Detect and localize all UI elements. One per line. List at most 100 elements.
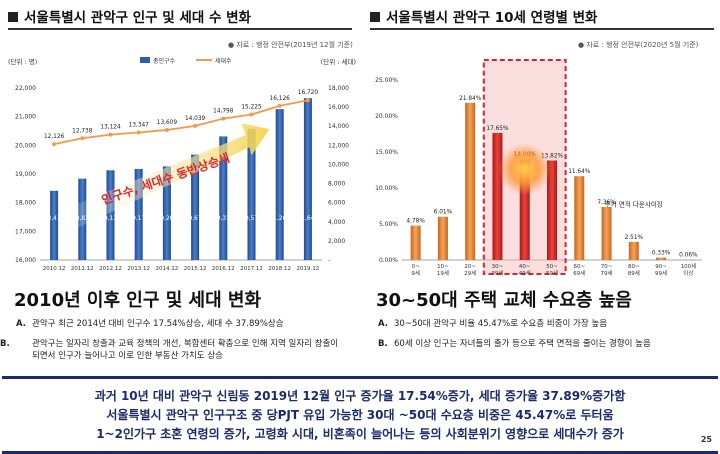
right-title-text: 서울특별시 관악구 10세 연령별 변화 <box>386 10 597 26</box>
right-xtick: 50~ <box>546 264 558 270</box>
left-source-text: 자료 : 행정 안전부(2019년 12월 기준) <box>236 41 353 49</box>
age-bar <box>411 226 421 260</box>
summary-line-2: 서울특별시 관악구 인구구조 중 당PJT 유입 가능한 30대 ~50대 수요… <box>2 406 718 425</box>
right-point-a-bullet: A. <box>378 318 394 330</box>
right-xtick: 100세 <box>681 262 697 270</box>
household-line <box>54 100 308 144</box>
household-label: 14,798 <box>213 109 234 115</box>
population-label: 19,130 <box>100 216 121 222</box>
summary-line-3: 1~2인가구 초혼 연령의 증가, 고령화 시대, 비혼족이 늘어나는 등의 사… <box>2 425 718 444</box>
age-label: 4.78% <box>406 219 425 225</box>
summary-line-1: 과거 10년 대비 관악구 신림동 2019년 12월 인구 증가율 17.54… <box>2 387 718 406</box>
right-ytick: 5.00% <box>379 221 398 228</box>
left-ylabel-left: (단위 : 명) <box>8 57 37 66</box>
left-title-text: 서울특별시 관악구 인구 및 세대 수 변화 <box>24 10 251 26</box>
left-ytick-left: 18,000 <box>15 200 36 207</box>
right-xtick: 80~ <box>628 264 640 270</box>
age-label: 17.65% <box>486 126 509 132</box>
age-label: 2.51% <box>625 235 644 241</box>
age-distribution-chart: 0.00% 5.00% 10.00% 15.00% 20.00% 25.00% 4.78% 0… <box>362 54 720 276</box>
left-ytick-left: 16,000 <box>15 257 36 264</box>
age-label: 6.01% <box>434 210 453 216</box>
right-xtick: 이상 <box>683 269 693 276</box>
population-label: 19,265 <box>157 216 178 222</box>
right-xtick: 70~ <box>601 264 613 270</box>
right-point-a-text: 30~50대 관악구 비율 45.47%로 수요층 비중이 가장 높음 <box>394 319 607 329</box>
left-point-a-text: 관악구 최근 2014년 대비 인구수 17.54%상승, 세대 수 37.89… <box>32 319 284 329</box>
left-xtick: 2018.12 <box>268 266 291 272</box>
age-bar <box>438 217 448 260</box>
left-xtick: 2019.12 <box>297 266 320 272</box>
left-ytick-right: 2,000 <box>328 238 345 245</box>
population-bar <box>276 109 284 260</box>
left-ytick-right: 18,000 <box>328 85 349 92</box>
legend-household-label: 세대수 <box>215 57 232 65</box>
right-source: ● 자료 : 행정 안전부(2020년 5월 기준) <box>578 40 698 50</box>
right-subhead: 30~50대 주택 교체 수요층 높음 <box>376 286 632 312</box>
summary-box: 과거 10년 대비 관악구 신림동 2019년 12월 인구 증가율 17.54… <box>2 376 718 454</box>
left-ytick-left: 22,000 <box>15 85 36 92</box>
population-label: 19,177 <box>129 216 150 222</box>
age-bar <box>492 133 502 260</box>
age-bar <box>602 207 612 260</box>
right-point-b: B.60세 이상 인구는 자녀들의 출가 등으로 주택 면적을 줄이는 경향이 … <box>378 338 714 350</box>
household-label: 13,124 <box>100 125 121 131</box>
right-ytick: 25.00% <box>375 77 398 84</box>
left-ytick-right: 14,000 <box>328 123 349 130</box>
left-ytick-right: 10,000 <box>328 161 349 168</box>
age-label: 21.84% <box>459 96 482 102</box>
right-xtick: 99세 <box>655 269 667 276</box>
right-ytick: 15.00% <box>375 149 398 156</box>
right-ytick: 20.00% <box>375 113 398 120</box>
left-ytick-right: - <box>328 257 330 264</box>
household-label: 16,126 <box>270 96 291 102</box>
left-ytick-left: 17,000 <box>15 228 36 235</box>
square-bullet-icon <box>8 12 18 22</box>
left-point-b: B.관악구는 일자리 창출과 교육 정책의 개선, 복합센터 확충으로 인해 지… <box>16 338 344 362</box>
household-point <box>250 113 254 117</box>
right-ytick: 0.00% <box>379 257 398 264</box>
downsizing-note: 주거 면적 다운사이징 <box>605 199 663 208</box>
age-label: 0.06% <box>679 253 698 259</box>
right-point-b-bullet: B. <box>378 338 394 350</box>
square-bullet-icon <box>370 12 380 22</box>
right-point-b-text: 60세 이상 인구는 자녀들의 출가 등으로 주택 면적을 줄이는 경향이 높음 <box>394 339 651 349</box>
right-xtick: 9세 <box>411 269 420 276</box>
legend-population-label: 총인구수 <box>153 57 176 65</box>
right-xtick: 30~ <box>492 264 504 270</box>
right-xtick: 20~ <box>464 264 476 270</box>
household-label: 13,609 <box>157 120 178 126</box>
left-point-a-bullet: A. <box>16 318 32 330</box>
left-xtick: 2016.12 <box>212 266 235 272</box>
left-xtick: 2015.12 <box>184 266 207 272</box>
left-ytick-right: 16,000 <box>328 104 349 111</box>
age-bar <box>629 242 639 260</box>
household-point <box>221 117 225 121</box>
population-label: 18,415 <box>44 216 65 222</box>
left-ytick-right: 6,000 <box>328 200 345 207</box>
highlight-glow <box>499 143 551 195</box>
right-xtick: 89세 <box>628 269 640 276</box>
left-point-b-text: 관악구는 일자리 창출과 교육 정책의 개선, 복합센터 확충으로 인해 지역 … <box>32 339 338 361</box>
household-label: 12,738 <box>72 128 93 134</box>
age-bar <box>465 103 475 260</box>
household-point <box>306 98 310 102</box>
household-point <box>137 130 141 134</box>
household-label: 16,720 <box>298 90 319 96</box>
left-xtick: 2014.12 <box>156 266 179 272</box>
right-xtick: 0~ <box>412 264 420 270</box>
right-xtick: 90~ <box>655 264 667 270</box>
left-subhead: 2010년 이후 인구 및 세대 변화 <box>14 286 261 312</box>
right-ytick: 10.00% <box>375 185 398 192</box>
left-xtick: 2012.12 <box>99 266 122 272</box>
left-ytick-left: 20,000 <box>15 142 36 149</box>
left-ylabel-right: (단위 : 세대) <box>321 57 356 66</box>
household-label: 13,347 <box>129 122 150 128</box>
household-label: 15,225 <box>241 105 262 111</box>
left-source: ● 자료 : 행정 안전부(2019년 12월 기준) <box>228 40 353 50</box>
right-xtick: 79세 <box>601 269 613 276</box>
population-bar <box>50 191 58 260</box>
household-label: 14,039 <box>185 116 206 122</box>
left-ytick-left: 19,000 <box>15 171 36 178</box>
page-number: 25 <box>701 435 712 444</box>
